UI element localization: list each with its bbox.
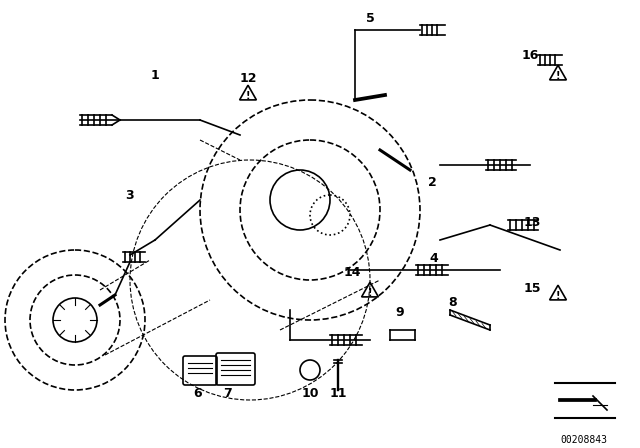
Text: 14: 14 [343,266,361,279]
Text: 4: 4 [429,251,438,264]
Text: 6: 6 [194,387,202,400]
Text: !: ! [556,71,560,82]
Text: !: ! [368,289,372,298]
Text: 2: 2 [428,176,436,189]
Text: 5: 5 [365,12,374,25]
Text: 1: 1 [150,69,159,82]
Text: 13: 13 [524,215,541,228]
Text: 3: 3 [125,189,134,202]
Text: 11: 11 [329,387,347,400]
Text: !: ! [246,91,250,101]
Text: 15: 15 [524,281,541,294]
Text: 12: 12 [239,72,257,85]
Text: 16: 16 [522,48,539,61]
Text: 10: 10 [301,387,319,400]
Text: 8: 8 [449,296,458,309]
Text: !: ! [556,291,560,302]
Text: 9: 9 [396,306,404,319]
Text: 7: 7 [223,387,232,400]
Text: 00208843: 00208843 [560,435,607,445]
